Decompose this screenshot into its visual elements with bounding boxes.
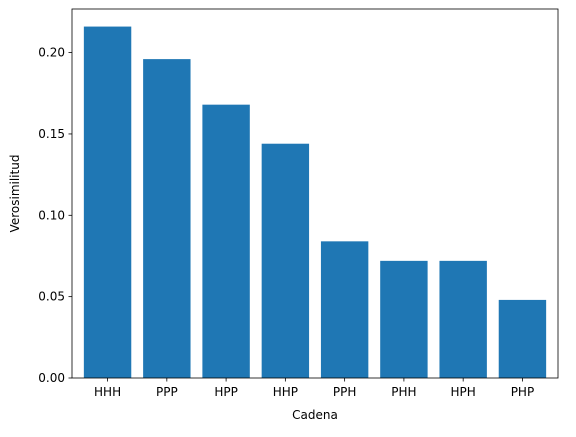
x-tick-label: HHH [94,385,121,399]
bar-php [498,299,547,378]
x-tick-label: HPH [451,385,476,399]
x-tick-label: PHH [391,385,416,399]
bar-ppp [143,59,191,378]
bar-hpp [202,104,250,379]
axes-layer: HHH PPP HPP HHP PPH PHH HPH PHP 0.00 0.05 0.10 0.15… [38,8,559,399]
bar-hph [439,260,487,378]
bar-pph [320,241,369,378]
y-tick-label: 0.05 [38,290,65,304]
x-tick-label: PPH [333,385,357,399]
x-tick-label: PPP [156,385,178,399]
x-axis-label: Cadena [292,408,338,422]
bar-hhh [83,26,132,378]
y-tick-label: 0.20 [38,46,65,60]
bar-phh [380,260,428,378]
x-tick-label: HHP [273,385,298,399]
x-tick-label: HPP [214,385,238,399]
y-tick-label: 0.10 [38,208,65,222]
bars-layer [83,26,547,379]
x-tick-label: PHP [511,385,535,399]
y-tick-label: 0.15 [38,127,65,141]
plot-frame [71,8,559,379]
y-axis-label: Verosimilitud [8,155,22,233]
bar-hhp [261,143,310,378]
y-tick-label: 0.00 [38,371,65,385]
